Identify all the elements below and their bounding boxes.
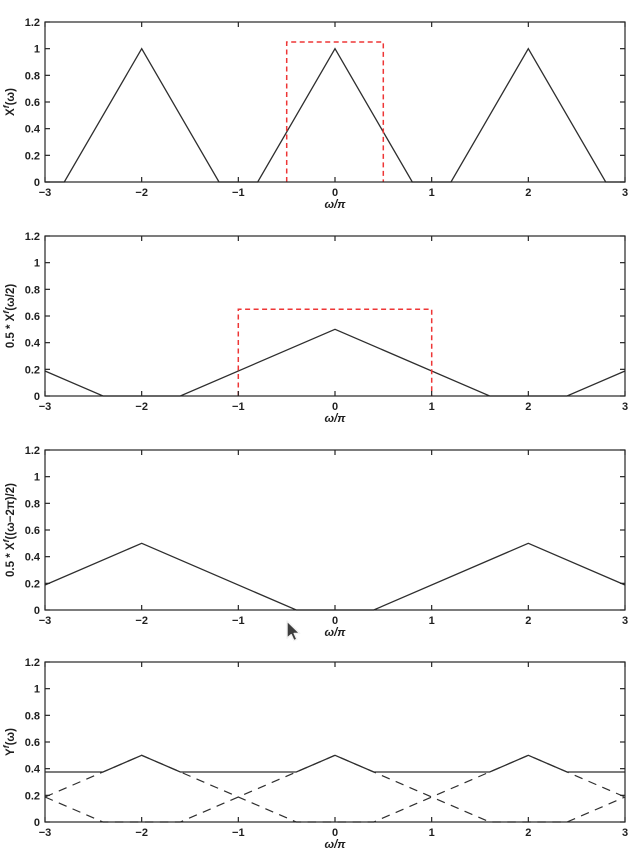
axes-box — [44, 21, 626, 183]
series-ideal-lowpass-filter — [237, 308, 433, 396]
ylabel-pre: 0.5 * X — [5, 313, 17, 349]
y-tick-label: 0.4 — [25, 552, 41, 564]
x-tick-label: 0 — [332, 615, 338, 627]
ylabel-post: ((ω−2π)/2) — [5, 483, 17, 540]
ylabel-pre: 0.5 * X — [5, 542, 17, 577]
x-tick-label: 2 — [525, 615, 531, 627]
x-tick-label: 3 — [622, 615, 628, 627]
y-tick-label: 0 — [34, 177, 40, 189]
y-tick-label: 0.2 — [25, 364, 40, 376]
ylabel-sup: f — [1, 539, 12, 543]
subplot-4-plot-area: −3 −2 −1 0 1 2 3 0 0.2 0.4 0.6 0.8 1 1.2 — [25, 657, 628, 839]
x-tick-label: −3 — [39, 401, 52, 413]
y-tick-label: 0.6 — [25, 311, 40, 323]
x-tick-label: 3 — [622, 827, 628, 839]
y-tick-label: 0 — [34, 817, 40, 829]
y-tick-label: 0.8 — [25, 70, 40, 82]
x-tick-label: −1 — [232, 187, 245, 199]
subplot-3-plot-area: −3 −2 −1 0 1 2 3 0 0.2 0.4 0.6 0.8 1 1.2 — [25, 445, 628, 627]
x-tick-label: −2 — [135, 827, 148, 839]
subplot-1-xlabel: ω/π — [324, 199, 346, 211]
x-tick-label: 1 — [429, 187, 435, 199]
y-tick-label: 1.2 — [25, 657, 40, 669]
y-tick-label: 0.8 — [25, 710, 40, 722]
series-component-baseband-dashed — [44, 754, 626, 823]
y-tick-label: 0.8 — [25, 284, 40, 296]
x-tick-label: −3 — [39, 187, 52, 199]
y-tick-label: 0.2 — [25, 578, 40, 590]
y-tick-label: 0.6 — [25, 525, 40, 537]
axes-box — [44, 449, 626, 611]
series-component-image-dashed — [44, 754, 626, 823]
x-tick-label: −1 — [232, 615, 245, 627]
y-tick-label: 0.4 — [25, 124, 41, 136]
subplot-3-xlabel: ω/π — [324, 627, 346, 639]
x-tick-label: 0 — [332, 827, 338, 839]
y-tick-label: 1 — [34, 44, 40, 56]
ylabel-pre: Y — [5, 747, 17, 756]
subplot-1-ylabel: Xf(ω) — [1, 88, 17, 116]
ylabel-sup: f — [1, 105, 12, 109]
y-tick-label: 1 — [34, 472, 40, 484]
x-tick-label: −1 — [232, 827, 245, 839]
x-tick-label: 3 — [622, 187, 628, 199]
y-tick-label: 0.4 — [25, 338, 41, 350]
subplot-2-plot-area: −3 −2 −1 0 1 2 3 0 0.2 0.4 0.6 0.8 1 1.2 — [25, 231, 628, 413]
subplot-4: −3 −2 −1 0 1 2 3 0 0.2 0.4 0.6 0.8 1 1.2 Yf(ω) ω/π — [0, 640, 640, 854]
subplot-1-plot-area: −3 −2 −1 0 1 2 3 0 0.2 0.4 0.6 0.8 1 1.2 — [25, 17, 628, 199]
subplot-3-ylabel: 0.5 * Xf((ω−2π)/2) — [1, 483, 17, 577]
x-tick-label: 2 — [525, 401, 531, 413]
x-tick-label: 1 — [429, 827, 435, 839]
x-tick-label: 1 — [429, 401, 435, 413]
y-tick-label: 1.2 — [25, 17, 40, 29]
x-tick-label: −3 — [39, 615, 52, 627]
x-tick-label: 0 — [332, 187, 338, 199]
axes-box — [44, 660, 626, 823]
ylabel-post: (ω) — [5, 88, 17, 106]
y-tick-label: 0.2 — [25, 790, 40, 802]
y-tick-label: 0.2 — [25, 150, 40, 162]
x-tick-label: −2 — [135, 615, 148, 627]
x-tick-label: 2 — [525, 187, 531, 199]
x-tick-label: 1 — [429, 615, 435, 627]
subplot-3: −3 −2 −1 0 1 2 3 0 0.2 0.4 0.6 0.8 1 1.2 0.5 * Xf((ω−… — [0, 428, 640, 642]
y-tick-label: 0.6 — [25, 97, 40, 109]
subplot-4-xlabel: ω/π — [324, 838, 346, 851]
series-periodic-triangular-spectrum — [45, 47, 625, 183]
x-tick-label: 2 — [525, 827, 531, 839]
y-tick-label: 0.4 — [25, 763, 41, 775]
y-tick-label: 0.6 — [25, 737, 40, 749]
x-tick-label: 3 — [622, 401, 628, 413]
ylabel-post: (ω) — [5, 727, 17, 745]
y-tick-label: 1.2 — [25, 231, 40, 243]
subplot-2-xlabel: ω/π — [324, 413, 346, 425]
ylabel-pre: X — [5, 108, 17, 116]
x-tick-label: 0 — [332, 401, 338, 413]
subplot-1: −3 −2 −1 0 1 2 3 0 0.2 0.4 0.6 0.8 1 1.2 Xf(ω) ω/π — [0, 0, 640, 214]
subplot-4-ylabel: Yf(ω) — [1, 727, 17, 756]
x-tick-label: −3 — [39, 827, 52, 839]
y-tick-label: 1 — [34, 683, 40, 695]
x-tick-label: −2 — [135, 187, 148, 199]
series-ideal-lowpass-filter — [285, 41, 385, 182]
y-tick-label: 1.2 — [25, 445, 40, 457]
subplot-2-ylabel: 0.5 * Xf(ω/2) — [1, 283, 17, 349]
y-tick-label: 0 — [34, 391, 40, 403]
y-tick-label: 0.8 — [25, 498, 40, 510]
y-tick-label: 0 — [34, 605, 40, 617]
series-stretched-spectrum-baseband — [44, 328, 626, 397]
x-tick-label: −2 — [135, 401, 148, 413]
ylabel-sup: f — [1, 310, 12, 314]
axes-box — [44, 235, 626, 397]
y-tick-label: 1 — [34, 258, 40, 270]
subplot-2: −3 −2 −1 0 1 2 3 0 0.2 0.4 0.6 0.8 1 1.2 0.5 * Xf(ω/2… — [0, 214, 640, 428]
x-tick-label: −1 — [232, 401, 245, 413]
ylabel-post: (ω/2) — [5, 283, 17, 311]
series-shifted-image-spectrum — [44, 542, 626, 611]
series-output-spectrum-sum — [45, 754, 625, 773]
